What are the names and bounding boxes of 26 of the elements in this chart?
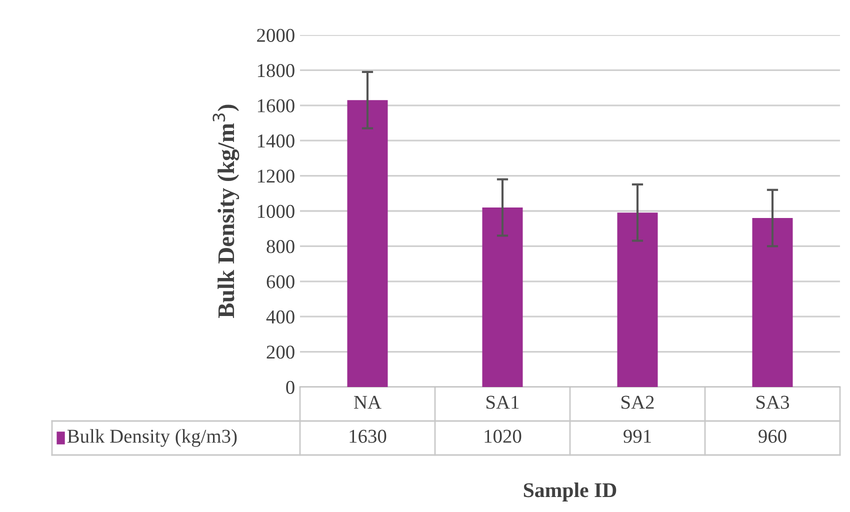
data-label: 1020 xyxy=(484,430,522,443)
y-tick-label: 1000 xyxy=(258,204,294,218)
x-axis-title: Sample ID xyxy=(524,482,616,502)
bar xyxy=(347,100,388,387)
y-tick-label: 600 xyxy=(266,275,294,288)
y-tick-label: 1400 xyxy=(258,134,294,148)
legend-label: Bulk Density (kg/m3) xyxy=(67,429,237,447)
data-label: 991 xyxy=(624,430,651,443)
y-tick-label: 1200 xyxy=(258,170,294,183)
bar xyxy=(482,207,523,387)
data-label: 960 xyxy=(758,430,786,443)
x-tick-label: NA xyxy=(354,396,382,409)
y-tick-label: 800 xyxy=(266,240,294,254)
bar xyxy=(752,218,793,387)
data-label: 1630 xyxy=(350,430,386,443)
y-tick-label: 2000 xyxy=(257,28,294,42)
y-tick-label: 1600 xyxy=(258,99,294,112)
y-tick-label: 1800 xyxy=(258,64,294,78)
y-tick-label: 400 xyxy=(266,310,294,324)
x-tick-label: SA1 xyxy=(486,396,519,409)
y-tick-label: 200 xyxy=(266,346,294,359)
y-axis-title: Bulk Density (kg/m$^{3}$) xyxy=(212,104,240,318)
y-tick-label: 0 xyxy=(286,380,294,394)
x-tick-label: SA2 xyxy=(622,396,654,409)
bar xyxy=(617,212,658,387)
x-tick-label: SA3 xyxy=(756,396,790,409)
